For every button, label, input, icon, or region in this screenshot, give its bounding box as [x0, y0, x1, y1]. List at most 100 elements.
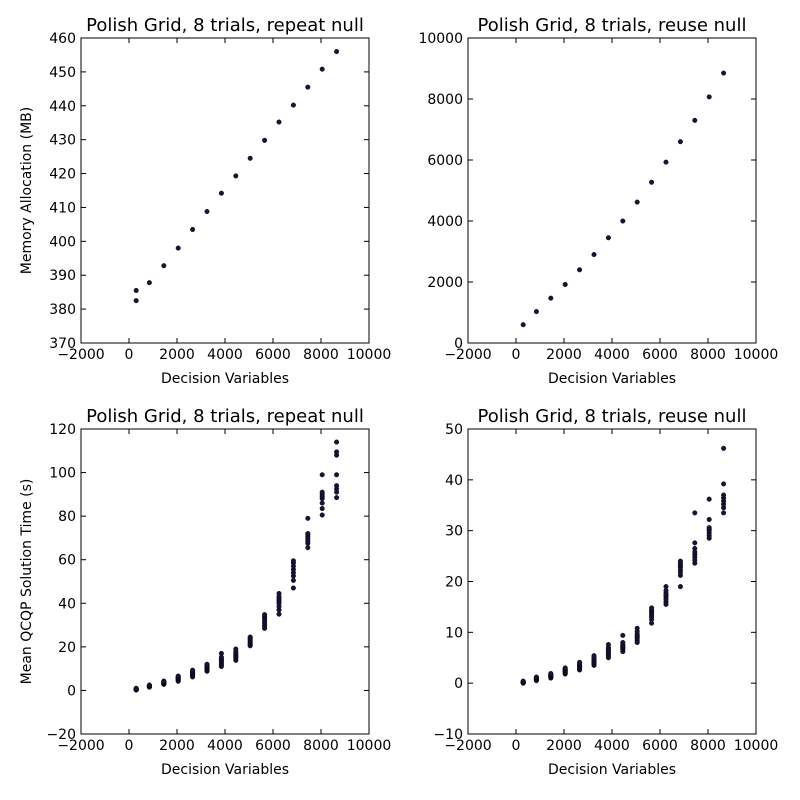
data-point	[233, 173, 239, 179]
data-point	[620, 640, 626, 646]
x-tick-label: 8000	[303, 738, 339, 754]
y-tick-label: 40	[445, 473, 463, 489]
y-tick-label: 4000	[427, 214, 463, 230]
data-point	[133, 298, 139, 304]
data-point	[247, 634, 253, 640]
y-tick-label: 10000	[418, 31, 463, 47]
y-tick-label: 120	[49, 422, 76, 438]
data-point	[305, 545, 311, 551]
chart-title: Polish Grid, 8 trials, repeat null	[86, 15, 364, 36]
x-tick-label: 10000	[734, 347, 779, 363]
data-point	[721, 492, 727, 498]
x-axis-label: Decision Variables	[161, 762, 289, 778]
y-tick-label: 460	[49, 31, 76, 47]
x-tick-label: 6000	[642, 738, 678, 754]
x-axis-label: Decision Variables	[548, 371, 676, 387]
y-tick-label: 40	[58, 596, 76, 612]
x-tick-label: 10000	[347, 347, 392, 363]
data-point	[520, 322, 526, 328]
data-point	[649, 179, 655, 185]
data-point	[634, 625, 640, 631]
data-point	[334, 439, 340, 445]
data-point	[577, 267, 583, 273]
x-tick-label: 6000	[642, 347, 678, 363]
y-tick-label: −20	[46, 727, 76, 743]
data-point	[721, 481, 727, 487]
data-point	[520, 678, 526, 684]
y-tick-label: 390	[49, 268, 76, 284]
data-point	[533, 309, 539, 315]
data-point	[692, 545, 698, 551]
data-point	[204, 209, 210, 215]
y-tick-label: 20	[445, 575, 463, 591]
y-tick-label: 50	[445, 422, 463, 438]
x-tick-label: 2000	[546, 738, 582, 754]
y-tick-label: 440	[49, 99, 76, 115]
y-tick-label: 0	[67, 683, 76, 699]
data-point	[605, 235, 611, 241]
data-point	[562, 281, 568, 287]
data-point	[334, 449, 340, 455]
data-point	[133, 685, 139, 691]
data-point	[290, 102, 296, 108]
y-tick-label: 380	[49, 302, 76, 318]
x-tick-label: 4000	[207, 738, 243, 754]
y-tick-label: 430	[49, 133, 76, 149]
data-point	[721, 70, 727, 76]
data-point	[634, 199, 640, 205]
axes-frame	[80, 428, 370, 735]
subplot-4: −2000 0 2000 4000 6000 8000 10000 −10 0 10 20 30 40 5…	[433, 406, 778, 778]
x-tick-label: 10000	[734, 738, 779, 754]
x-tick-label: 0	[512, 347, 521, 363]
data-point	[161, 263, 167, 269]
x-tick-label: 4000	[594, 347, 630, 363]
data-point	[605, 642, 611, 648]
y-tick-label: 80	[58, 509, 76, 525]
data-point	[591, 252, 597, 258]
x-tick-label: 10000	[347, 738, 392, 754]
data-point	[692, 117, 698, 123]
data-point	[305, 531, 311, 537]
data-point	[204, 661, 210, 667]
x-tick-label: 6000	[255, 738, 291, 754]
subplot-2: −2000 0 2000 4000 6000 8000 100000200040006000…	[418, 15, 778, 387]
data-point	[548, 295, 554, 301]
chart-title: Polish Grid, 8 trials, reuse null	[478, 406, 747, 427]
y-tick-label: 30	[445, 524, 463, 540]
data-point	[190, 226, 196, 232]
data-point	[218, 650, 224, 656]
data-point	[677, 139, 683, 145]
data-point	[334, 483, 340, 489]
data-point	[319, 506, 325, 512]
data-point	[677, 558, 683, 564]
y-tick-label: 410	[49, 200, 76, 216]
data-point	[161, 678, 167, 684]
y-tick-label: 6000	[427, 153, 463, 169]
y-axis-label: Memory Allocation (MB)	[19, 107, 35, 274]
x-tick-label: −2000	[444, 738, 491, 754]
data-point	[706, 94, 712, 100]
data-point	[649, 605, 655, 611]
x-tick-label: 8000	[690, 347, 726, 363]
data-point	[677, 584, 683, 590]
y-tick-label: 100	[49, 466, 76, 482]
y-tick-label: 370	[49, 336, 76, 352]
data-point	[533, 674, 539, 680]
data-point	[305, 84, 311, 90]
data-point	[334, 495, 340, 501]
y-tick-label: 2000	[427, 275, 463, 291]
data-point	[334, 472, 340, 478]
data-point	[276, 119, 282, 125]
x-tick-label: −2000	[57, 738, 104, 754]
axes-frame	[467, 37, 757, 344]
data-point	[692, 540, 698, 546]
x-tick-label: 8000	[303, 347, 339, 363]
data-point	[233, 646, 239, 652]
data-point	[175, 673, 181, 679]
y-axis-label: Mean QCQP Solution Time (s)	[19, 479, 35, 685]
data-point	[663, 584, 669, 590]
data-point	[334, 49, 340, 55]
subplot-1: −2000 0 2000 4000 6000 8000 10000 370 380 390 400 4…	[19, 15, 391, 387]
data-point	[620, 218, 626, 224]
